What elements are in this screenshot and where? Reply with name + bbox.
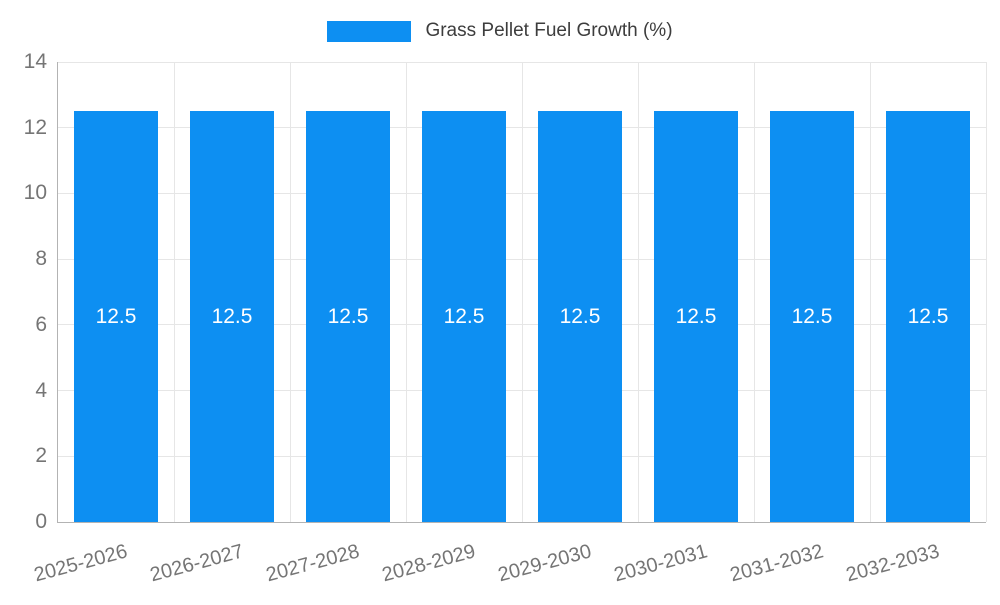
x-gridline [521, 62, 523, 522]
x-gridline [173, 62, 175, 522]
legend-label: Grass Pellet Fuel Growth (%) [425, 20, 673, 41]
x-gridline [869, 62, 871, 522]
chart-legend: Grass Pellet Fuel Growth (%) [0, 19, 1000, 43]
bar-value-label: 12.5 [559, 304, 601, 328]
y-axis-tick-label: 6 [35, 312, 47, 336]
y-axis-tick-label: 10 [23, 181, 47, 205]
bar-value-label: 12.5 [211, 304, 253, 328]
bar-value-label: 12.5 [443, 304, 485, 328]
y-axis-tick-label: 14 [23, 50, 47, 73]
bar-2029-2030: 12.5 [538, 111, 622, 522]
bar-value-label: 12.5 [327, 304, 369, 328]
x-gridline [753, 62, 755, 522]
bar-2032-2033: 12.5 [886, 111, 970, 522]
x-gridline [985, 62, 987, 522]
bar-value-label: 12.5 [675, 304, 717, 328]
bar-2028-2029: 12.5 [422, 111, 506, 522]
bar-2031-2032: 12.5 [770, 111, 854, 522]
bar-2027-2028: 12.5 [306, 111, 390, 522]
bar-value-label: 12.5 [791, 304, 833, 328]
y-axis-tick-label: 0 [35, 510, 47, 533]
y-axis-tick-label: 8 [35, 247, 47, 271]
y-axis-tick-label: 2 [35, 444, 47, 468]
legend-swatch-icon [327, 20, 412, 42]
bar-2026-2027: 12.5 [190, 111, 274, 522]
bar-value-label: 12.5 [95, 304, 137, 328]
x-gridline [637, 62, 639, 522]
x-gridline [405, 62, 407, 522]
bar-2025-2026: 12.5 [74, 111, 158, 522]
bar-2030-2031: 12.5 [654, 111, 738, 522]
y-axis-tick-label: 12 [23, 115, 47, 139]
x-gridline [289, 62, 291, 522]
y-axis-tick-label: 4 [35, 378, 47, 402]
bar-value-label: 12.5 [907, 304, 949, 328]
plot-area: 12.5 12.5 12.5 12.5 12.5 12.5 12.5 12.5 [57, 61, 987, 523]
